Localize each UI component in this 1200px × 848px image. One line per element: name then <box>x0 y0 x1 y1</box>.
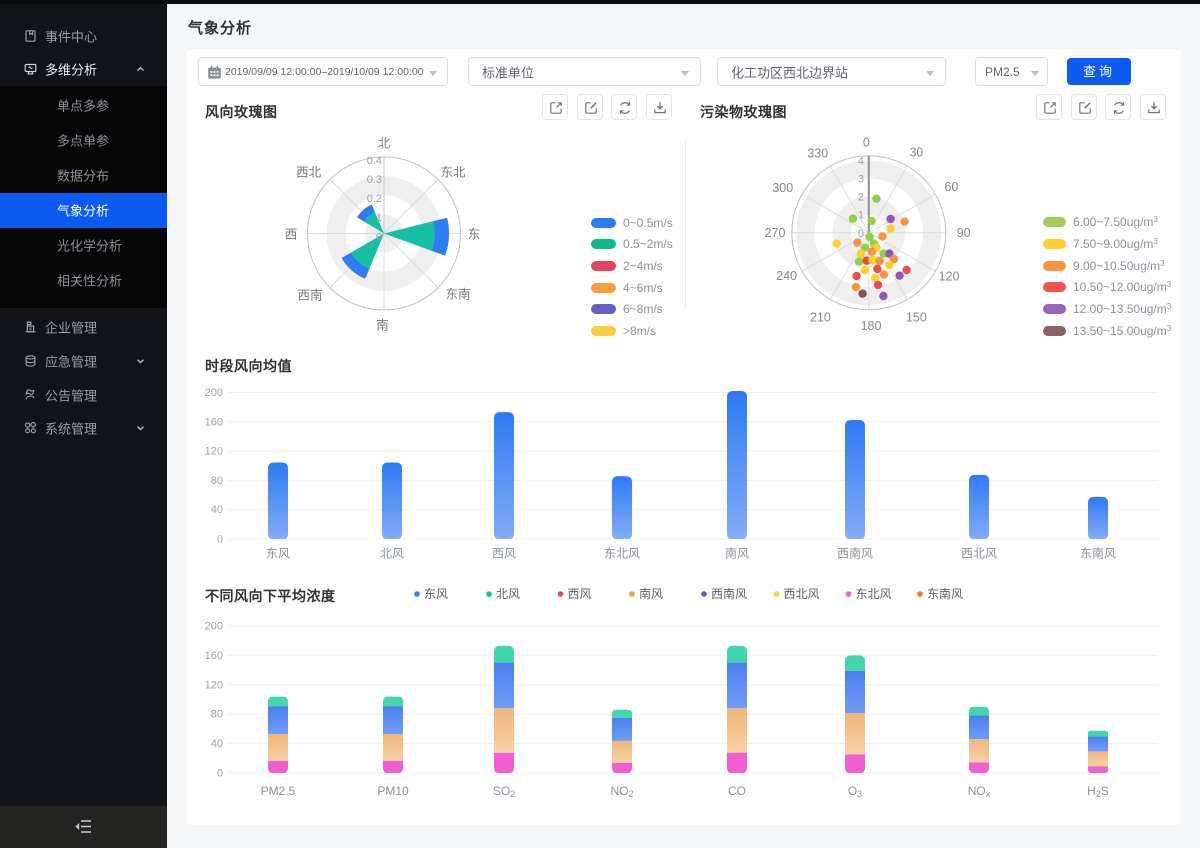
svg-text:南: 南 <box>376 318 389 333</box>
svg-text:1: 1 <box>858 210 864 222</box>
svg-text:2: 2 <box>858 192 864 204</box>
svg-text:0.3: 0.3 <box>367 174 382 186</box>
svg-text:200: 200 <box>205 387 223 399</box>
svg-text:180: 180 <box>861 319 882 333</box>
svg-text:西南: 西南 <box>297 288 322 303</box>
svg-text:40: 40 <box>211 738 223 750</box>
svg-text:240: 240 <box>776 269 797 283</box>
svg-text:西: 西 <box>285 228 298 242</box>
svg-text:160: 160 <box>205 650 223 662</box>
svg-text:40: 40 <box>211 504 223 516</box>
svg-text:东北风: 东北风 <box>604 547 640 561</box>
svg-text:北风: 北风 <box>496 587 520 601</box>
svg-text:0.4: 0.4 <box>367 155 382 167</box>
svg-text:270: 270 <box>765 226 786 240</box>
svg-text:东北: 东北 <box>440 166 466 180</box>
svg-text:东: 东 <box>468 228 481 242</box>
svg-text:120: 120 <box>205 679 223 691</box>
svg-text:东风: 东风 <box>266 547 290 561</box>
svg-text:PM2.5: PM2.5 <box>261 784 296 798</box>
svg-text:0: 0 <box>863 135 870 149</box>
svg-text:西北: 西北 <box>296 166 322 180</box>
svg-text:30: 30 <box>909 146 923 160</box>
svg-text:西南风: 西南风 <box>711 586 747 601</box>
svg-text:东北风: 东北风 <box>856 587 892 601</box>
svg-text:120: 120 <box>939 270 960 284</box>
svg-text:东南风: 东南风 <box>1080 546 1116 561</box>
svg-text:东风: 东风 <box>424 587 448 601</box>
svg-text:东南风: 东南风 <box>927 586 963 601</box>
svg-text:90: 90 <box>957 226 971 240</box>
svg-text:60: 60 <box>944 180 958 194</box>
svg-text:O3: O3 <box>848 784 862 799</box>
svg-text:0: 0 <box>217 768 223 780</box>
svg-text:H2S: H2S <box>1087 784 1109 799</box>
svg-text:210: 210 <box>810 311 831 325</box>
svg-text:0: 0 <box>217 534 223 546</box>
svg-text:0: 0 <box>858 228 864 240</box>
svg-text:西风: 西风 <box>568 587 592 601</box>
svg-text:0: 0 <box>376 231 382 243</box>
svg-text:西北风: 西北风 <box>784 587 820 601</box>
svg-text:西风: 西风 <box>492 547 516 561</box>
svg-text:NO2: NO2 <box>610 784 633 799</box>
svg-text:东南: 东南 <box>445 287 470 302</box>
svg-text:CO: CO <box>728 784 746 798</box>
svg-text:西南风: 西南风 <box>837 546 873 561</box>
svg-text:160: 160 <box>205 416 223 428</box>
svg-text:PM10: PM10 <box>377 784 409 798</box>
svg-text:200: 200 <box>205 621 223 633</box>
svg-text:3: 3 <box>858 174 864 186</box>
svg-text:120: 120 <box>205 446 223 458</box>
svg-text:1: 1 <box>376 212 382 224</box>
svg-text:4: 4 <box>858 155 864 167</box>
svg-text:南风: 南风 <box>725 546 749 561</box>
svg-text:北: 北 <box>378 137 391 151</box>
svg-text:80: 80 <box>211 475 223 487</box>
svg-text:南风: 南风 <box>639 586 663 601</box>
svg-text:SO2: SO2 <box>493 784 515 799</box>
svg-text:北风: 北风 <box>380 547 404 561</box>
svg-text:150: 150 <box>906 311 927 325</box>
svg-text:300: 300 <box>772 181 793 195</box>
svg-text:0.2: 0.2 <box>367 193 382 205</box>
svg-text:NOx: NOx <box>968 784 991 799</box>
svg-text:西北风: 西北风 <box>961 547 997 561</box>
svg-text:80: 80 <box>211 709 223 721</box>
svg-text:330: 330 <box>807 147 828 161</box>
